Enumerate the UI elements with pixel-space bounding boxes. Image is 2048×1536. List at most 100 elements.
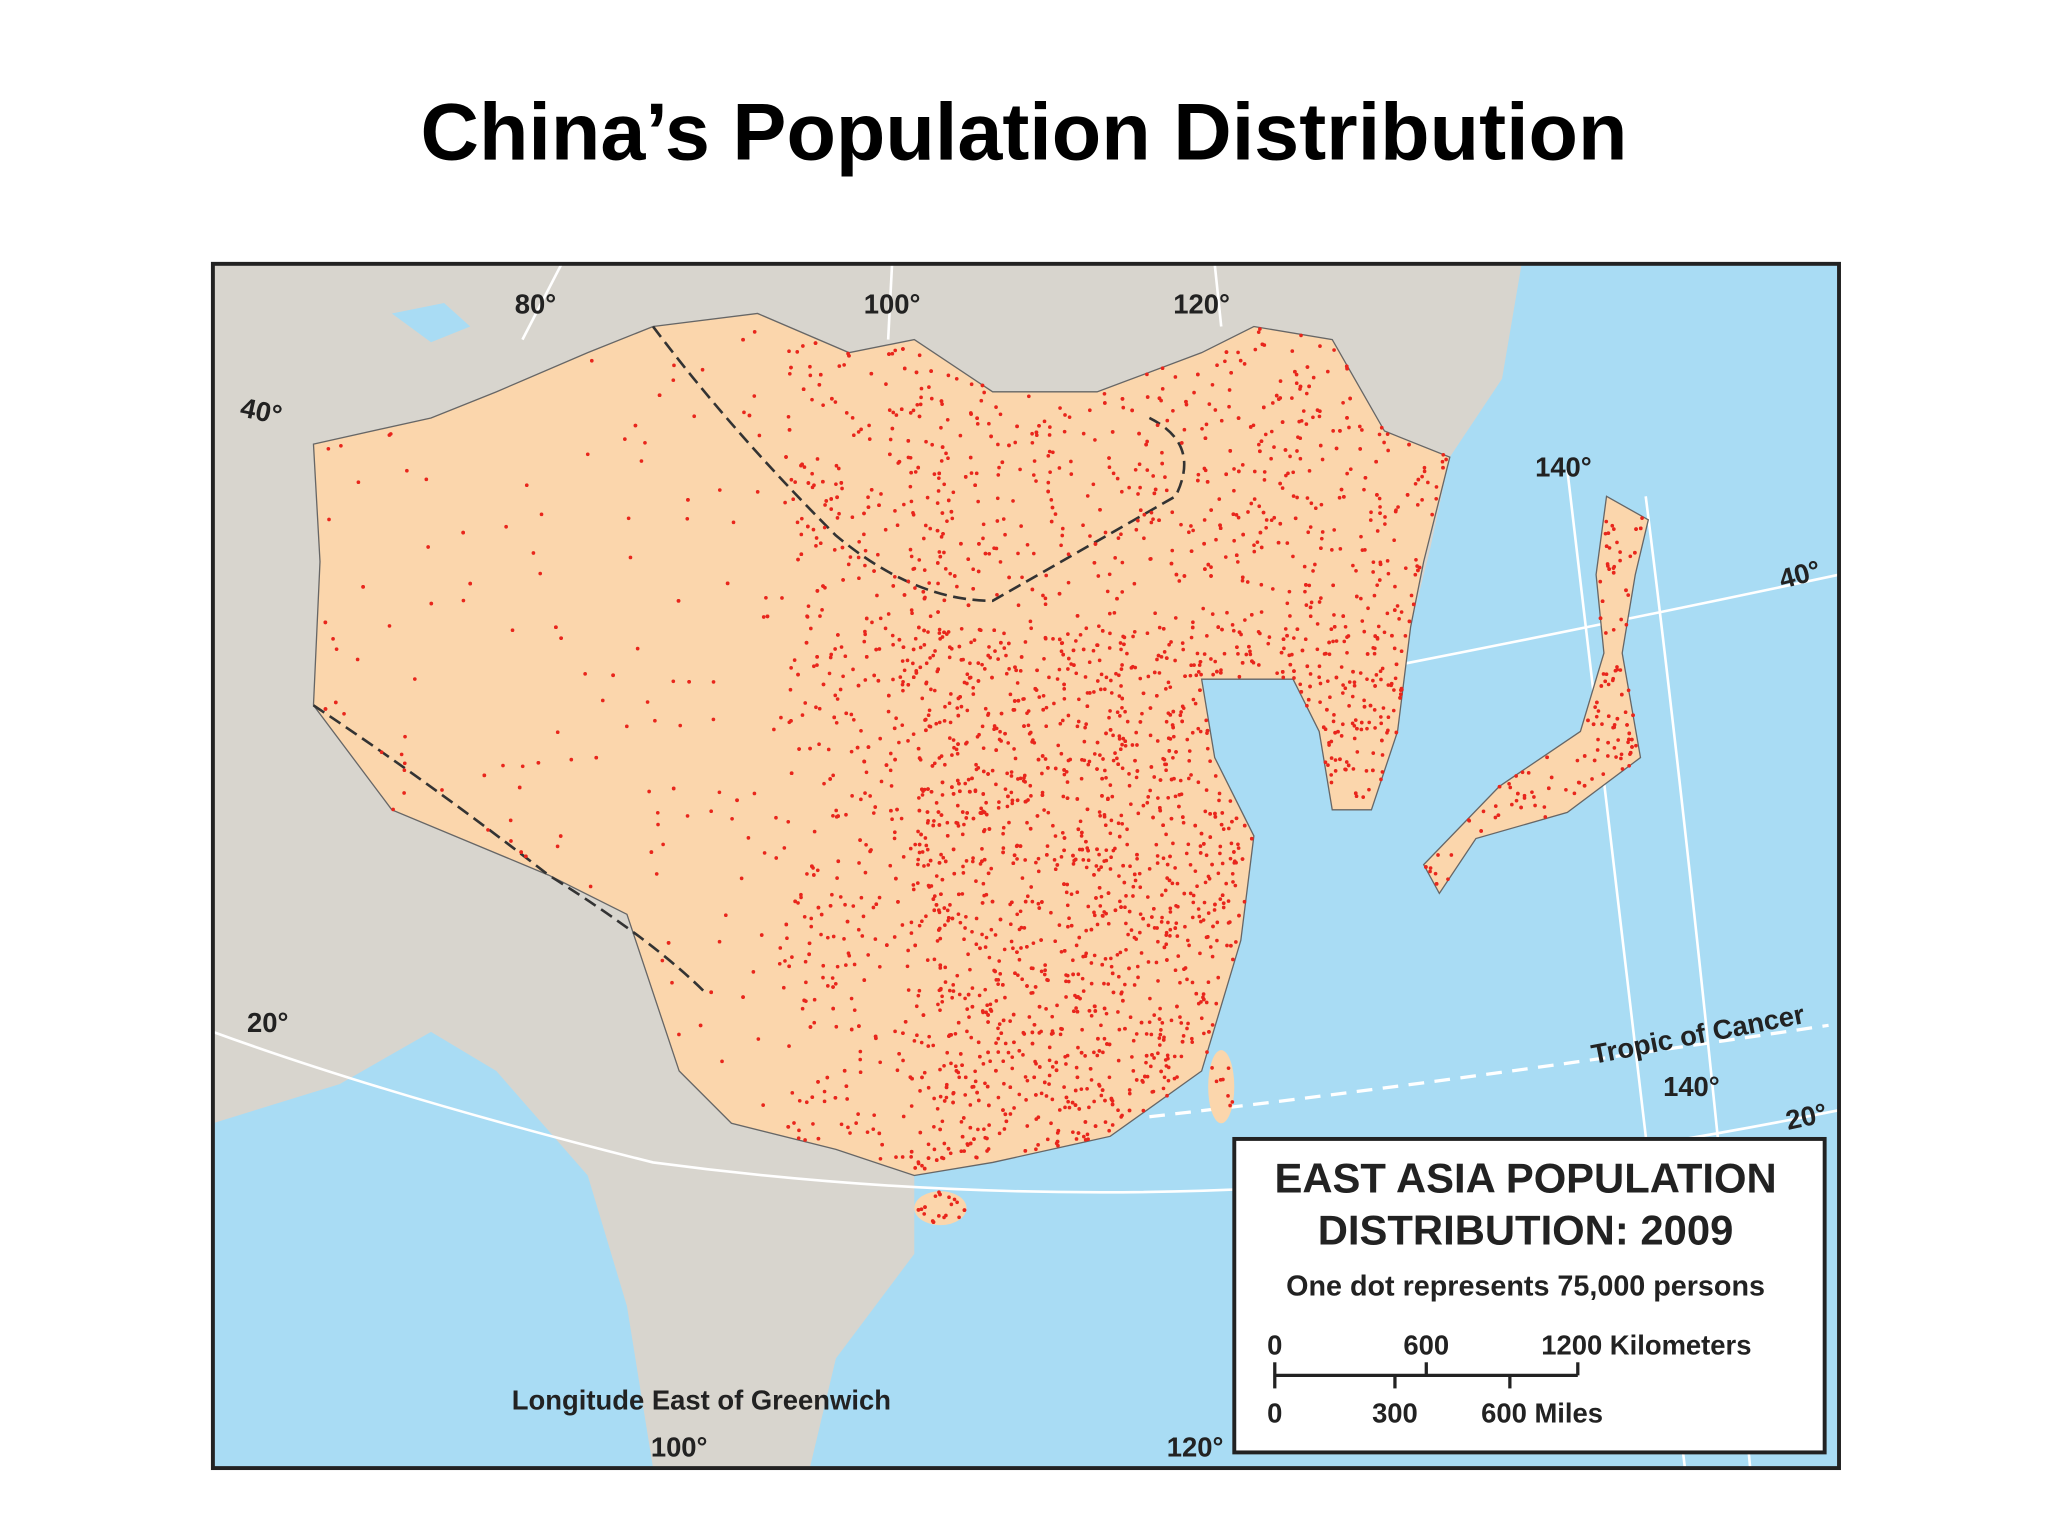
population-dot	[1150, 1052, 1154, 1057]
population-dot	[1304, 422, 1309, 426]
population-dot	[1134, 730, 1139, 735]
population-dot	[1016, 603, 1021, 608]
population-dot	[1098, 507, 1102, 512]
population-dot	[1085, 807, 1090, 812]
population-dot	[1120, 560, 1125, 565]
population-dot	[1099, 865, 1104, 869]
population-dot	[1030, 440, 1035, 445]
population-dot	[913, 586, 917, 590]
population-dot	[1626, 740, 1630, 745]
population-dot	[849, 712, 854, 717]
population-dot	[1029, 626, 1034, 631]
population-dot	[835, 876, 839, 880]
population-dot	[1360, 428, 1364, 432]
population-dot	[781, 985, 786, 990]
population-dot	[789, 665, 793, 670]
population-dot	[871, 905, 876, 910]
population-dot	[1319, 546, 1323, 551]
population-dot	[1257, 504, 1262, 509]
population-dot	[800, 713, 805, 717]
population-dot	[897, 637, 902, 642]
population-dot	[752, 330, 757, 334]
population-dot	[878, 1060, 883, 1065]
population-dot	[1059, 649, 1064, 654]
population-dot	[1365, 652, 1370, 656]
population-dot	[795, 520, 800, 525]
population-dot	[947, 736, 952, 740]
population-dot	[867, 423, 871, 428]
population-dot	[1148, 788, 1152, 793]
population-dot	[1164, 942, 1169, 947]
population-dot	[1396, 505, 1400, 509]
population-dot	[972, 1137, 976, 1141]
population-dot	[1081, 1134, 1086, 1139]
population-dot	[879, 492, 883, 496]
population-dot	[1229, 370, 1233, 375]
population-dot	[1119, 813, 1124, 818]
population-dot	[918, 1130, 923, 1135]
population-dot	[831, 773, 836, 778]
population-dot	[906, 579, 911, 584]
population-dot	[1149, 1032, 1154, 1037]
population-dot	[1381, 706, 1386, 710]
population-dot	[1115, 476, 1120, 481]
population-dot	[981, 1062, 986, 1066]
population-dot	[1056, 1143, 1060, 1148]
population-dot	[1155, 861, 1160, 865]
population-dot	[952, 574, 957, 578]
population-dot	[1138, 508, 1143, 512]
population-dot	[1272, 445, 1276, 449]
population-dot	[963, 475, 968, 479]
population-dot	[1013, 440, 1018, 445]
population-dot	[1280, 420, 1285, 424]
population-dot	[1305, 664, 1310, 669]
population-dot	[918, 1089, 922, 1093]
population-dot	[1619, 692, 1624, 697]
population-dot	[1043, 757, 1048, 761]
population-dot	[1371, 751, 1376, 755]
population-dot	[1295, 449, 1299, 453]
population-dot	[1308, 605, 1313, 610]
population-dot	[1343, 686, 1348, 691]
population-dot	[864, 616, 869, 621]
population-dot	[1060, 526, 1065, 531]
population-dot	[812, 873, 816, 877]
population-dot	[1220, 861, 1225, 866]
population-dot	[891, 642, 895, 647]
population-dot	[774, 815, 778, 820]
population-dot	[783, 500, 787, 505]
population-dot	[942, 1215, 946, 1220]
population-dot	[915, 881, 920, 885]
population-dot	[1095, 740, 1100, 745]
population-dot	[1426, 480, 1430, 485]
population-dot	[1030, 899, 1035, 904]
population-dot	[1321, 725, 1326, 730]
population-dot	[981, 522, 986, 527]
population-dot	[922, 596, 927, 601]
population-dot	[967, 676, 972, 680]
population-dot	[355, 657, 360, 662]
population-dot	[1341, 614, 1346, 618]
population-dot	[970, 776, 974, 781]
population-dot	[998, 972, 1003, 976]
population-dot	[685, 516, 690, 521]
population-dot	[1080, 830, 1084, 835]
population-dot	[1196, 478, 1200, 483]
population-dot	[917, 850, 922, 855]
population-dot	[1006, 1050, 1011, 1055]
population-dot	[1048, 470, 1052, 474]
population-dot	[1336, 729, 1340, 734]
population-dot	[1392, 608, 1397, 612]
population-dot	[1382, 440, 1386, 445]
population-dot	[824, 499, 829, 503]
population-dot	[1084, 865, 1089, 870]
population-dot	[1001, 846, 1006, 850]
population-dot	[1092, 873, 1096, 877]
population-dot	[1285, 633, 1289, 638]
population-dot	[1051, 636, 1055, 641]
population-dot	[558, 834, 563, 838]
population-dot	[1270, 587, 1275, 591]
population-dot	[998, 729, 1002, 734]
population-dot	[1118, 899, 1122, 904]
population-dot	[1430, 512, 1434, 517]
